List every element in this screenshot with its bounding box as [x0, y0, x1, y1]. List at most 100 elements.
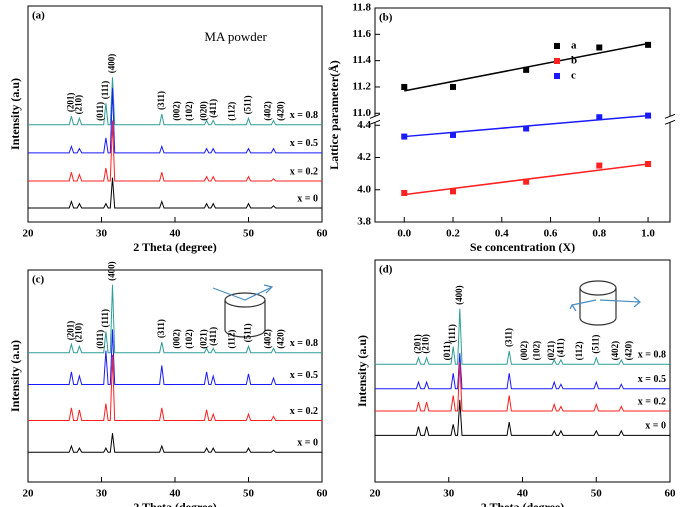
- peak-label: (112): [574, 341, 584, 360]
- legend-swatch: [554, 73, 560, 79]
- peak-label: (011): [442, 341, 452, 360]
- legend-label: a: [571, 40, 577, 52]
- point: [401, 189, 408, 196]
- peak-label: (021): [198, 329, 208, 349]
- peak-label: (411): [208, 99, 218, 118]
- xrd-trace: [28, 120, 322, 182]
- peak-label: (210): [421, 334, 431, 354]
- peak-label: (400): [107, 54, 117, 73]
- point: [450, 131, 457, 138]
- point: [523, 66, 530, 73]
- panel-label: (b): [379, 12, 393, 24]
- axis-break: [373, 116, 377, 123]
- peak-label: (111): [100, 309, 110, 328]
- x-tick-label: 0.2: [446, 228, 460, 240]
- xrd-trace: [375, 353, 670, 390]
- peak-label: (011): [95, 102, 105, 121]
- y-tick-label: 11.6: [352, 28, 371, 40]
- xrd-trace: [375, 399, 670, 436]
- x-tick-label: 0.8: [592, 228, 606, 240]
- point: [401, 83, 408, 90]
- peak-label: (210): [74, 323, 84, 343]
- x-tick-label: 40: [517, 488, 529, 500]
- x-tick-label: 20: [370, 488, 382, 500]
- x-tick-label: 30: [96, 488, 108, 500]
- legend-label: c: [571, 70, 576, 82]
- point: [645, 41, 652, 48]
- x-tick-label: 30: [96, 228, 108, 240]
- y-tick-label: 11.0: [352, 107, 371, 119]
- point: [523, 178, 530, 185]
- xrd-trace: [28, 77, 322, 126]
- point: [645, 160, 652, 167]
- peak-label: (402): [262, 329, 272, 349]
- panel-label: (d): [379, 264, 393, 276]
- point: [596, 44, 603, 51]
- xrd-trace: [28, 284, 322, 354]
- plot-frame: [374, 259, 671, 483]
- peak-label: (002): [519, 341, 529, 361]
- peak-label: (102): [531, 341, 541, 361]
- peak-label: (420): [624, 341, 634, 361]
- x-tick-label: 50: [591, 488, 603, 500]
- y-axis-label: Lattice parameter(Å): [327, 60, 341, 170]
- break-mark: [369, 119, 381, 125]
- peak-label: (400): [454, 285, 464, 305]
- series-label: x = 0.8: [290, 110, 318, 121]
- y-tick-label: 4.2: [357, 151, 371, 163]
- x-tick-label: 60: [665, 488, 677, 500]
- y-tick-label: 11.2: [352, 80, 371, 92]
- x-tick-label: 40: [170, 228, 182, 240]
- xrd-trace: [28, 88, 322, 154]
- break-mark: [664, 119, 676, 125]
- legend-swatch: [554, 58, 560, 64]
- series-label: x = 0.8: [638, 350, 666, 361]
- y-axis-label: Intensity (a.u): [355, 335, 369, 407]
- peak-label: (511): [243, 95, 253, 114]
- x-axis-label: Se concentration (X): [470, 240, 575, 254]
- x-axis-label: 2 Theta (degree): [481, 500, 565, 507]
- annotation: MA powder: [204, 29, 267, 44]
- point: [450, 83, 457, 90]
- peak-label: (112): [226, 330, 236, 349]
- series-label: x = 0.5: [290, 138, 318, 149]
- x-tick-label: 50: [243, 488, 255, 500]
- series-label: x = 0.2: [290, 406, 318, 417]
- peak-label: (311): [156, 91, 166, 110]
- x-tick-label: 0.6: [544, 228, 558, 240]
- peak-label: (002): [171, 101, 181, 121]
- peak-label: (402): [610, 341, 620, 361]
- peak-label: (411): [208, 327, 218, 346]
- x-tick-label: 50: [243, 228, 255, 240]
- legend-swatch: [554, 43, 560, 49]
- peak-label: (411): [556, 338, 566, 357]
- y-axis-label: Intensity (a.u): [8, 78, 22, 150]
- peak-label: (111): [447, 324, 457, 343]
- peak-label: (201): [65, 321, 75, 341]
- y-tick-label: 4.0: [357, 183, 371, 195]
- peak-label: (201): [413, 334, 423, 354]
- peak-label: (112): [226, 102, 236, 121]
- y-tick-label: 3.8: [357, 216, 371, 228]
- point: [401, 133, 408, 140]
- x-tick-label: 1.0: [641, 228, 655, 240]
- xrd-trace: [375, 362, 670, 412]
- point: [596, 114, 603, 121]
- point: [645, 112, 652, 119]
- sample-icon: [569, 280, 641, 326]
- x-tick-label: 40: [170, 488, 182, 500]
- peak-label: (402): [262, 101, 272, 121]
- x-axis-label: 2 Theta (degree): [133, 240, 217, 254]
- y-tick-label: 11.4: [352, 54, 371, 66]
- peak-label: (511): [590, 335, 600, 354]
- series-label: x = 0.8: [290, 338, 318, 349]
- peak-label: (420): [276, 329, 286, 349]
- peak-label: (021): [546, 341, 556, 361]
- peak-label: (111): [100, 81, 110, 100]
- peak-label: (011): [95, 330, 105, 349]
- x-axis-label: 2 Theta (degree): [133, 500, 217, 507]
- peak-label: (020): [198, 101, 208, 121]
- xrd-trace: [375, 308, 670, 365]
- series-label: x = 0.5: [638, 374, 666, 385]
